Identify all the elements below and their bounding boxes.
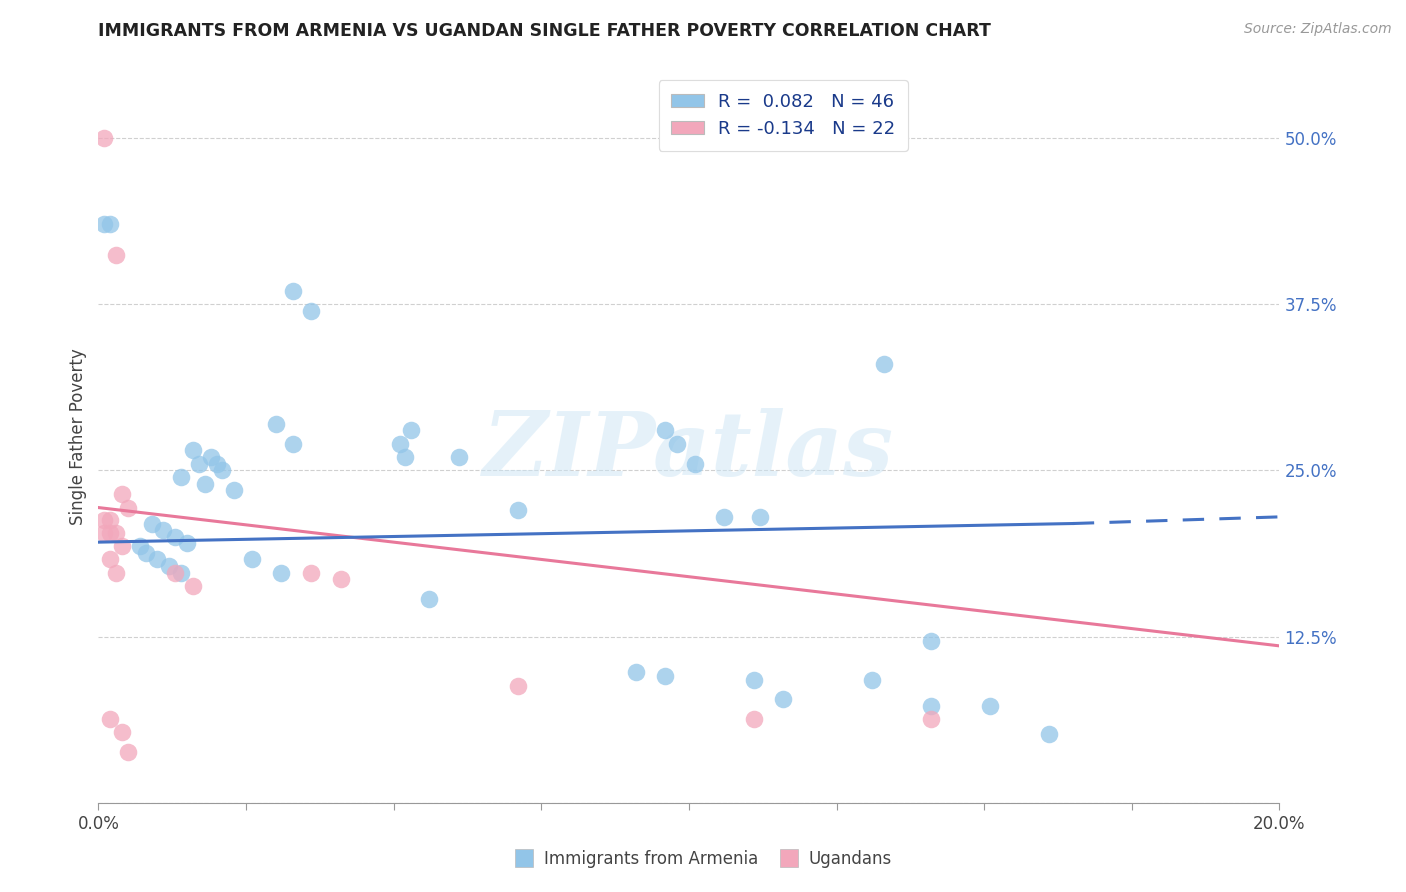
Point — [1038, 726, 1060, 740]
Point — [264, 417, 287, 431]
Point — [742, 712, 765, 726]
Point — [394, 450, 416, 464]
Point — [111, 487, 134, 501]
Point — [93, 525, 115, 540]
Text: IMMIGRANTS FROM ARMENIA VS UGANDAN SINGLE FATHER POVERTY CORRELATION CHART: IMMIGRANTS FROM ARMENIA VS UGANDAN SINGL… — [98, 22, 991, 40]
Text: ZIPatlas: ZIPatlas — [484, 409, 894, 495]
Point — [165, 530, 187, 544]
Point — [117, 745, 139, 759]
Point — [181, 443, 204, 458]
Point — [157, 559, 180, 574]
Point — [979, 698, 1001, 713]
Point — [683, 457, 706, 471]
Point — [93, 131, 115, 145]
Point — [772, 692, 794, 706]
Point — [920, 698, 942, 713]
Point — [176, 536, 198, 550]
Legend: R =  0.082   N = 46, R = -0.134   N = 22: R = 0.082 N = 46, R = -0.134 N = 22 — [659, 80, 908, 151]
Point — [920, 633, 942, 648]
Point — [93, 512, 115, 526]
Point — [654, 424, 676, 438]
Point — [98, 712, 121, 726]
Point — [224, 483, 246, 498]
Point — [111, 539, 134, 553]
Point — [170, 566, 193, 580]
Text: Source: ZipAtlas.com: Source: ZipAtlas.com — [1244, 22, 1392, 37]
Point — [283, 284, 305, 298]
Point — [748, 509, 770, 524]
Point — [187, 457, 209, 471]
Point — [713, 509, 735, 524]
Point — [205, 457, 228, 471]
Point — [98, 552, 121, 566]
Point — [98, 512, 121, 526]
Point — [105, 525, 128, 540]
Point — [920, 712, 942, 726]
Point — [299, 566, 322, 580]
Point — [165, 566, 187, 580]
Point — [111, 725, 134, 739]
Point — [418, 592, 440, 607]
Legend: Immigrants from Armenia, Ugandans: Immigrants from Armenia, Ugandans — [508, 844, 898, 875]
Point — [211, 463, 233, 477]
Point — [873, 357, 896, 371]
Point — [860, 673, 883, 688]
Point — [93, 217, 115, 231]
Point — [654, 669, 676, 683]
Point — [170, 470, 193, 484]
Point — [141, 516, 163, 531]
Point — [117, 500, 139, 515]
Point — [447, 450, 470, 464]
Point — [742, 673, 765, 688]
Point — [329, 573, 352, 587]
Point — [624, 665, 647, 680]
Point — [506, 679, 529, 693]
Point — [283, 436, 305, 450]
Point — [152, 523, 174, 537]
Point — [506, 503, 529, 517]
Point — [299, 303, 322, 318]
Point — [270, 566, 292, 580]
Point — [240, 552, 263, 566]
Point — [98, 525, 121, 540]
Y-axis label: Single Father Poverty: Single Father Poverty — [69, 349, 87, 525]
Point — [194, 476, 217, 491]
Point — [666, 436, 689, 450]
Point — [98, 217, 121, 231]
Point — [105, 248, 128, 262]
Point — [200, 450, 222, 464]
Point — [388, 436, 411, 450]
Point — [135, 546, 157, 560]
Point — [181, 579, 204, 593]
Point — [146, 552, 169, 566]
Point — [128, 539, 150, 553]
Point — [401, 424, 423, 438]
Point — [105, 566, 128, 580]
